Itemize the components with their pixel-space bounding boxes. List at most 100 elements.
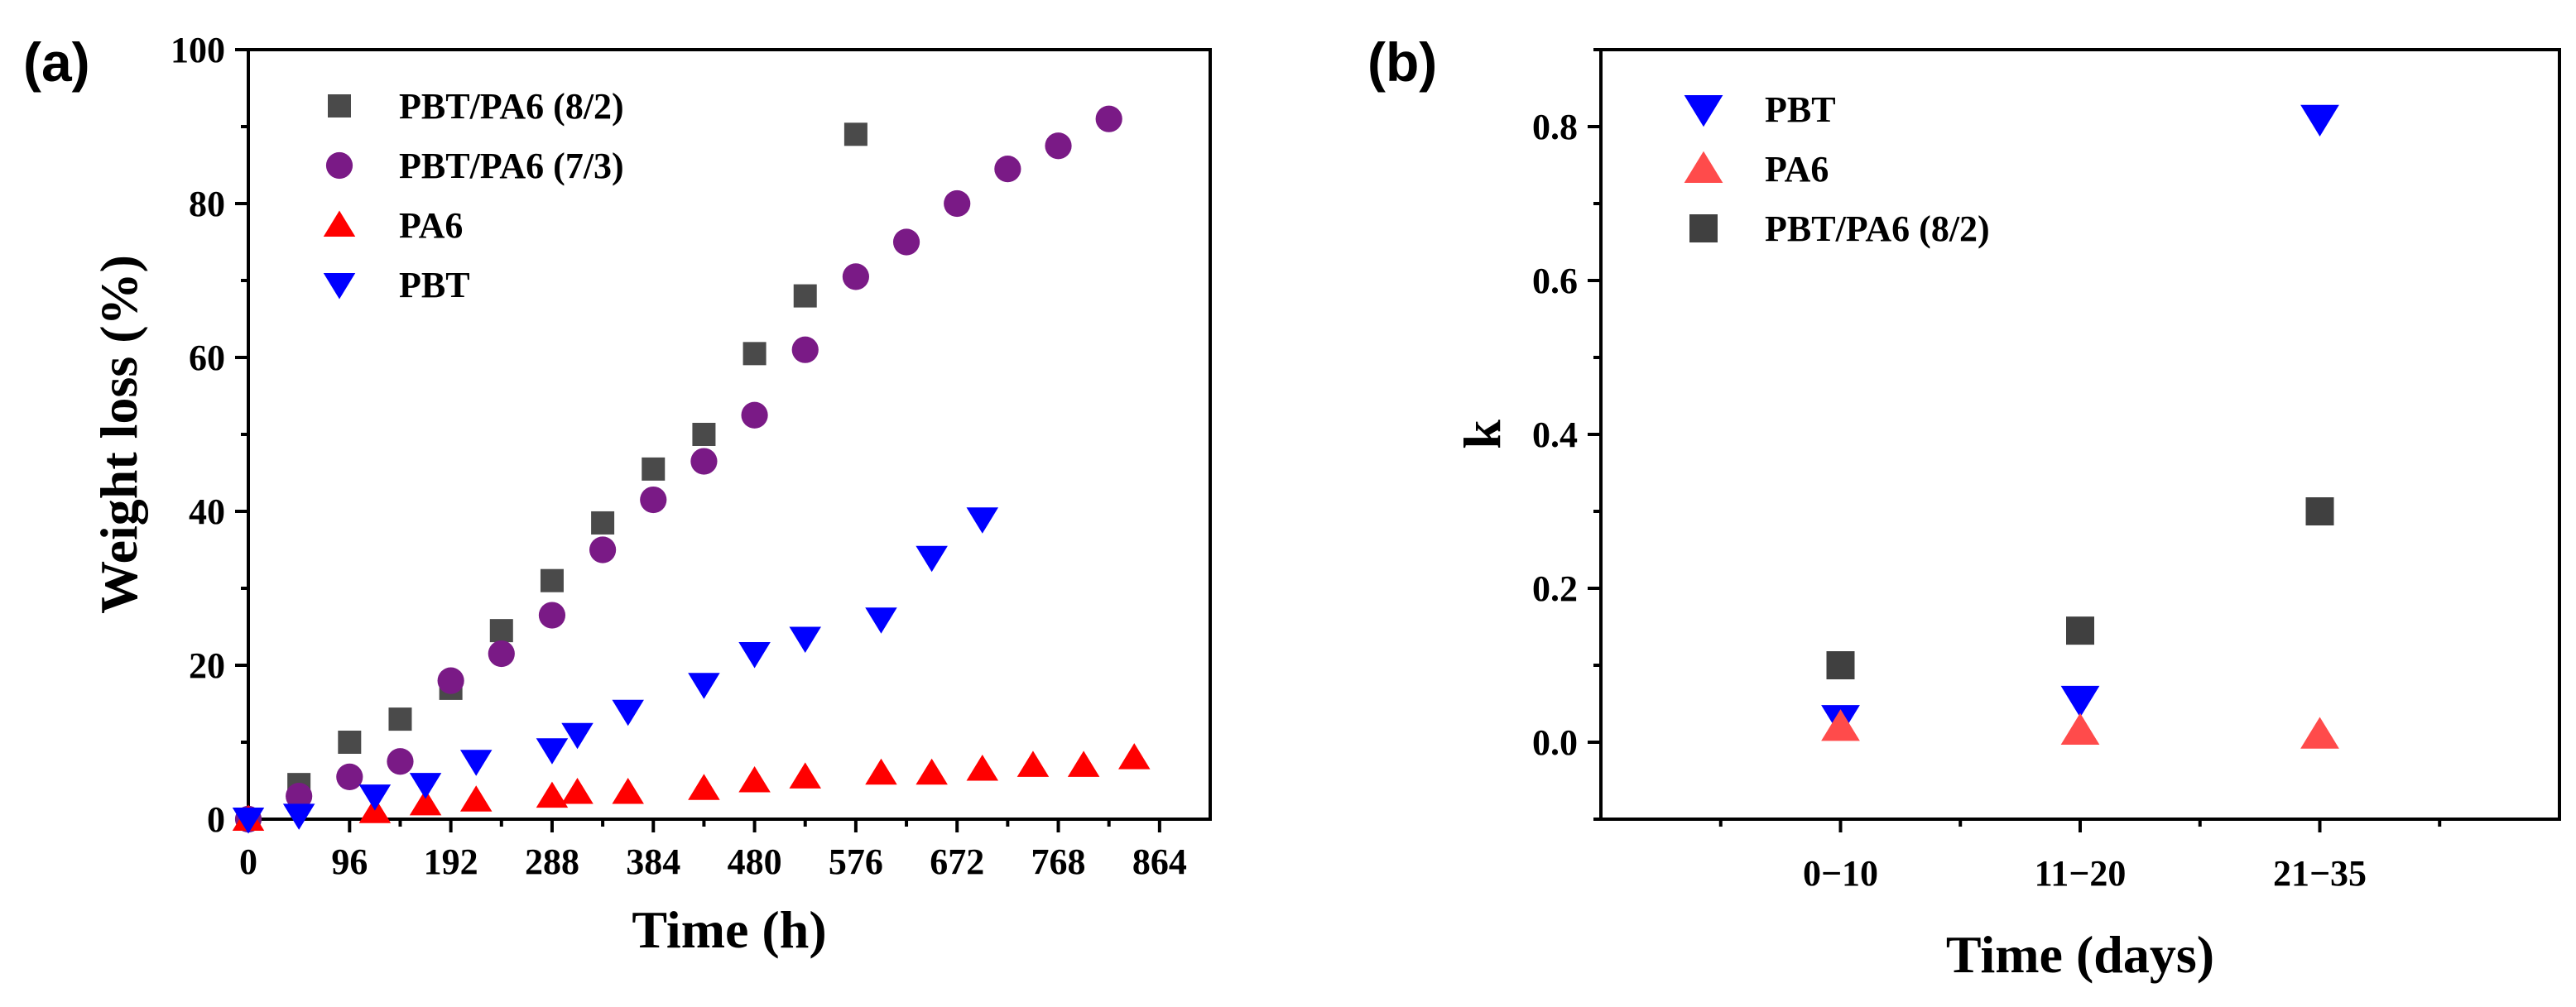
data-point-pbt-pa6-8-2 xyxy=(388,707,412,731)
x-tick-label: 192 xyxy=(424,842,478,882)
legend-label-pbt: PBT xyxy=(399,265,470,305)
x-tick-label: 21−35 xyxy=(2273,853,2367,894)
x-tick-label: 480 xyxy=(728,842,782,882)
x-tick-label: 384 xyxy=(626,842,680,882)
data-point-pa6 xyxy=(738,766,771,793)
data-point-pbt xyxy=(232,808,265,834)
y-tick-label: 60 xyxy=(189,338,225,378)
y-tick-label: 100 xyxy=(171,30,225,70)
data-point-pbt-pa6-7-3 xyxy=(336,763,363,790)
data-point-pa6 xyxy=(612,777,644,804)
panel-a-legend: PBT/PA6 (8/2) PBT/PA6 (7/3) PA6 PBT xyxy=(323,86,624,305)
legend-label-pa6: PA6 xyxy=(1765,149,1829,189)
series-pbt xyxy=(232,507,999,834)
data-point-pbt xyxy=(459,750,493,776)
series-pbt-pa6-7-3 xyxy=(234,105,1122,833)
x-tick-label: 864 xyxy=(1132,842,1187,882)
legend-marker-pbt-pa6-8-2 xyxy=(1689,214,1718,242)
data-point-pbt-pa6-8-2 xyxy=(1826,651,1855,679)
x-tick-label: 288 xyxy=(525,842,579,882)
data-point-pbt-pa6-7-3 xyxy=(488,640,515,668)
series-pa6 xyxy=(1821,709,2339,749)
panel-a: (a) 0 96 192 288 384 480 576 672 768 864 0 20 40 60 8… xyxy=(23,30,1212,959)
panel-a-plot-frame xyxy=(247,48,1212,821)
y-tick-label: 80 xyxy=(189,184,225,224)
legend-label-pa6: PA6 xyxy=(399,205,463,246)
panel-b-label: (b) xyxy=(1367,31,1437,93)
data-point-pa6 xyxy=(688,774,720,800)
x-tick-label: 576 xyxy=(829,842,883,882)
data-point-pbt xyxy=(612,699,644,726)
data-point-pa6 xyxy=(1118,743,1151,770)
legend-label-pbt: PBT xyxy=(1765,89,1836,130)
data-point-pbt-pa6-8-2 xyxy=(843,122,867,146)
x-tick-label: 96 xyxy=(331,842,368,882)
data-point-pbt-pa6-7-3 xyxy=(1045,132,1072,160)
data-point-pbt-pa6-7-3 xyxy=(387,748,414,775)
x-tick-label: 768 xyxy=(1031,842,1086,882)
y-tick-label: 0 xyxy=(207,799,225,840)
panel-b-y-axis: 0.0 0.2 0.4 0.6 0.8 xyxy=(1532,48,1601,821)
legend-marker-pbt-pa6-7-3 xyxy=(325,151,353,180)
data-point-pbt xyxy=(358,784,392,811)
data-point-pbt-pa6-7-3 xyxy=(892,228,920,256)
legend-label-pbt-pa6-8-2: PBT/PA6 (8/2) xyxy=(399,86,624,127)
x-tick-label: 11−20 xyxy=(2035,853,2127,894)
data-point-pbt-pa6-7-3 xyxy=(944,189,971,218)
legend-marker-pbt-pa6-8-2 xyxy=(328,94,351,117)
x-tick-label: 672 xyxy=(930,842,984,882)
y-tick-label: 0.2 xyxy=(1532,568,1578,609)
data-point-pbt-pa6-8-2 xyxy=(489,619,513,643)
data-point-pa6 xyxy=(1016,750,1050,777)
data-point-pbt xyxy=(561,722,594,750)
data-point-pbt xyxy=(688,673,720,699)
data-point-pbt xyxy=(282,803,315,830)
data-point-pbt-pa6-8-2 xyxy=(692,423,716,446)
panel-b: (b) 0−10 11−20 21−35 0.0 0.2 0.4 0.6 0.8 Time … xyxy=(1367,31,2561,984)
y-tick-label: 0.4 xyxy=(1532,415,1578,455)
panel-b-legend: PBT PA6 PBT/PA6 (8/2) xyxy=(1684,89,1990,249)
data-point-pbt-pa6-7-3 xyxy=(640,486,667,514)
data-point-pbt-pa6-8-2 xyxy=(2305,497,2334,525)
panel-a-x-axis: 0 96 192 288 384 480 576 672 768 864 xyxy=(239,819,1187,882)
data-point-pbt-pa6-7-3 xyxy=(791,336,819,363)
data-point-pa6 xyxy=(2300,717,2339,749)
data-point-pa6 xyxy=(459,785,493,812)
panel-a-y-axis-title: Weight loss (%) xyxy=(89,255,148,614)
panel-b-x-axis: 0−10 11−20 21−35 xyxy=(1718,819,2442,894)
data-point-pbt xyxy=(409,773,442,799)
data-point-pbt-pa6-7-3 xyxy=(1095,105,1122,132)
data-point-pbt-pa6-8-2 xyxy=(743,342,767,366)
data-point-pbt-pa6-8-2 xyxy=(793,284,817,308)
panel-b-data-marks xyxy=(1821,104,2339,749)
data-point-pbt-pa6-7-3 xyxy=(994,156,1021,183)
data-point-pa6 xyxy=(789,762,821,789)
data-point-pbt-pa6-7-3 xyxy=(538,602,566,629)
panel-b-x-axis-title: Time (days) xyxy=(1946,925,2214,984)
x-tick-label: 0−10 xyxy=(1803,853,1878,894)
data-point-pa6 xyxy=(865,758,897,785)
panel-a-y-axis: 0 20 40 60 80 100 xyxy=(171,30,248,840)
legend-label-pbt-pa6-7-3: PBT/PA6 (7/3) xyxy=(399,146,624,186)
legend-label-pbt-pa6-8-2: PBT/PA6 (8/2) xyxy=(1765,209,1990,249)
data-point-pa6 xyxy=(536,781,569,808)
data-point-pbt-pa6-8-2 xyxy=(642,457,666,481)
data-point-pbt xyxy=(2300,104,2339,137)
y-tick-label: 0.8 xyxy=(1532,107,1578,147)
data-point-pbt-pa6-8-2 xyxy=(338,731,362,754)
data-point-pa6 xyxy=(1067,750,1100,777)
data-point-pbt xyxy=(536,738,569,765)
x-tick-label: 0 xyxy=(239,842,257,882)
y-tick-label: 0.6 xyxy=(1532,261,1578,301)
data-point-pa6 xyxy=(1821,709,1860,741)
data-point-pbt-pa6-7-3 xyxy=(741,401,768,429)
data-point-pbt-pa6-7-3 xyxy=(589,536,617,563)
legend-marker-pa6 xyxy=(323,210,356,237)
data-point-pbt xyxy=(2060,685,2100,718)
y-tick-label: 20 xyxy=(189,645,225,686)
data-point-pbt-pa6-7-3 xyxy=(437,667,464,694)
legend-marker-pbt xyxy=(1684,95,1723,127)
data-point-pa6 xyxy=(916,758,948,785)
series-pbt-pa6-8-2 xyxy=(1826,497,2334,679)
